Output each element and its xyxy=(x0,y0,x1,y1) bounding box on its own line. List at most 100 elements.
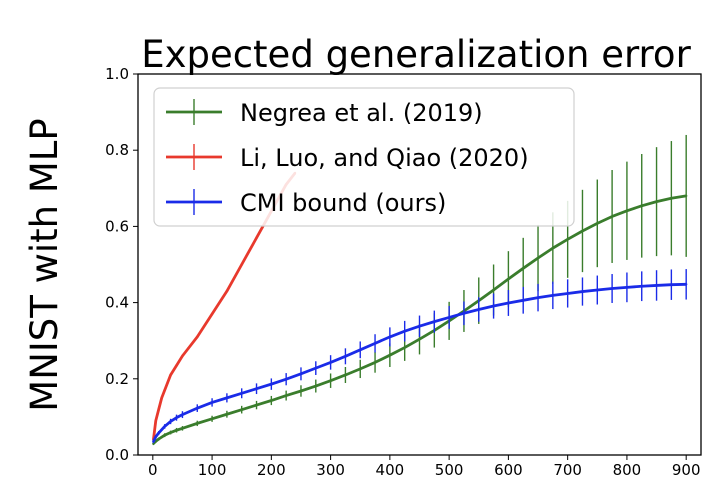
data-point xyxy=(163,433,166,437)
x-tick-label: 900 xyxy=(672,461,701,479)
data-point xyxy=(314,366,317,370)
data-point xyxy=(596,288,599,292)
y-tick-label: 0.0 xyxy=(105,446,129,464)
data-point xyxy=(492,304,495,308)
data-point xyxy=(566,292,569,295)
data-point xyxy=(187,347,190,350)
legend: Negrea et al. (2019) Li, Luo, and Qiao (2… xyxy=(153,87,575,227)
data-point xyxy=(225,289,229,293)
data-point xyxy=(284,377,288,381)
data-point xyxy=(640,204,643,208)
data-point xyxy=(270,382,273,386)
data-point xyxy=(157,431,160,435)
x-tick-label: 200 xyxy=(257,461,286,479)
data-point xyxy=(418,337,421,341)
data-point xyxy=(536,256,540,260)
legend-label: Li, Luo, and Qiao (2020) xyxy=(240,144,529,172)
data-point xyxy=(240,263,243,266)
y-tick-label: 0.8 xyxy=(105,141,129,159)
data-point xyxy=(169,431,172,434)
data-point xyxy=(670,197,673,200)
data-point xyxy=(181,354,184,358)
x-tick-label: 600 xyxy=(494,461,523,479)
data-point xyxy=(175,416,178,419)
data-point xyxy=(684,283,688,286)
data-point xyxy=(255,236,258,240)
data-point xyxy=(403,346,406,349)
data-point xyxy=(359,367,362,371)
data-point xyxy=(210,401,214,404)
data-point xyxy=(152,440,155,443)
series-layer xyxy=(152,134,688,446)
data-point xyxy=(610,287,614,290)
data-point xyxy=(344,355,347,358)
x-tick-label: 800 xyxy=(613,461,642,479)
x-tick-label: 700 xyxy=(553,461,582,479)
data-point xyxy=(625,209,629,212)
data-point xyxy=(566,238,569,241)
series-line xyxy=(152,282,687,443)
series-line xyxy=(152,172,297,440)
data-point xyxy=(196,422,199,425)
data-point xyxy=(169,420,172,423)
data-point xyxy=(175,429,178,432)
data-point xyxy=(181,427,184,430)
data-point xyxy=(329,379,332,382)
data-point xyxy=(684,194,688,198)
data-point xyxy=(160,396,163,400)
data-point xyxy=(240,408,243,411)
legend-label: Negrea et al. (2019) xyxy=(240,99,483,127)
data-point xyxy=(403,329,406,333)
y-axis-label: MNIST with MLP xyxy=(23,118,66,411)
data-point xyxy=(157,437,160,441)
data-point xyxy=(581,229,584,233)
legend-box xyxy=(153,87,575,227)
data-point xyxy=(344,373,347,377)
data-point xyxy=(175,364,178,367)
data-point xyxy=(154,435,157,438)
data-point xyxy=(154,419,157,422)
data-point xyxy=(655,284,658,287)
data-point xyxy=(418,325,421,328)
data-point xyxy=(163,389,166,392)
data-point xyxy=(255,387,258,390)
data-point xyxy=(314,384,317,388)
data-point xyxy=(196,335,199,339)
x-tick-label: 400 xyxy=(376,461,405,479)
data-point xyxy=(329,361,332,364)
data-point xyxy=(551,246,555,250)
series-1 xyxy=(152,171,297,441)
data-point xyxy=(169,373,172,377)
data-point xyxy=(596,222,599,225)
data-point xyxy=(157,408,160,411)
series-2 xyxy=(152,269,688,444)
data-point xyxy=(210,312,214,316)
data-point xyxy=(522,299,525,302)
data-point xyxy=(299,389,303,393)
data-point xyxy=(196,406,199,410)
data-point xyxy=(492,288,495,292)
data-point xyxy=(507,277,510,281)
x-tick-label: 0 xyxy=(148,461,158,479)
data-point xyxy=(433,320,436,323)
y-tick-label: 1.0 xyxy=(105,65,129,83)
data-point xyxy=(284,394,288,397)
y-tick-label: 0.6 xyxy=(105,217,129,235)
y-tick-label: 0.4 xyxy=(105,294,129,312)
data-point xyxy=(373,342,377,345)
data-point xyxy=(255,403,258,407)
data-point xyxy=(166,381,169,384)
data-point xyxy=(388,335,392,339)
data-point xyxy=(655,200,658,203)
data-point xyxy=(181,413,184,416)
data-point xyxy=(625,286,629,289)
data-point xyxy=(210,417,214,421)
data-point xyxy=(225,413,229,416)
axes-frame xyxy=(137,73,702,456)
data-point xyxy=(670,283,673,286)
data-point xyxy=(477,308,480,311)
x-tick-label: 500 xyxy=(435,461,464,479)
data-point xyxy=(462,312,466,315)
data-point xyxy=(551,294,555,297)
